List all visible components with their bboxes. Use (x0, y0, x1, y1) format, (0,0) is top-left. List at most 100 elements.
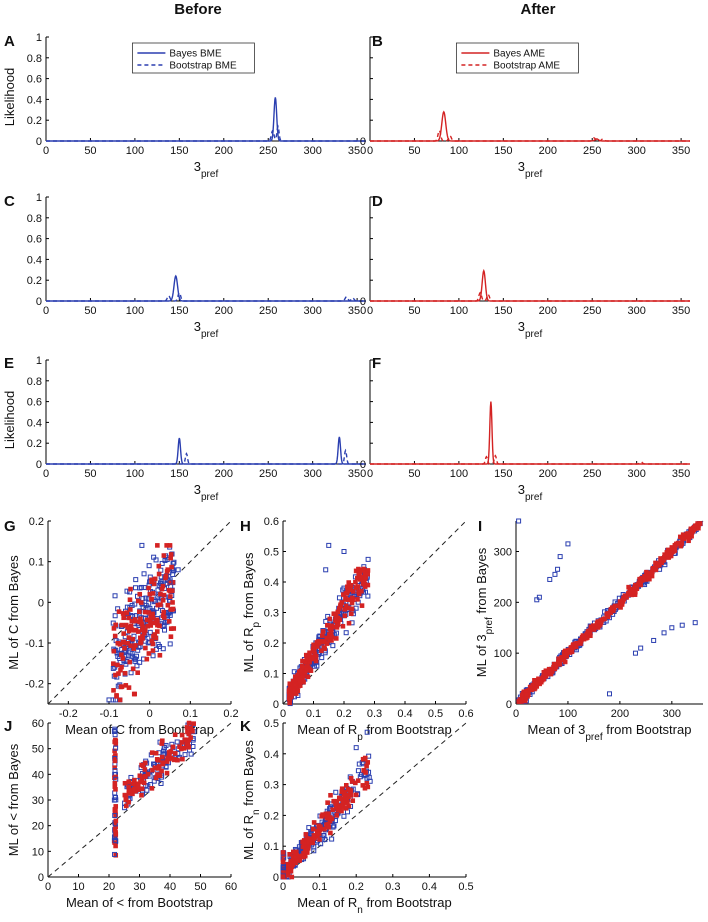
point-red (151, 581, 157, 587)
point-red (160, 597, 166, 603)
identity-line (282, 722, 467, 878)
panel-c: C0 50 100 150 200 250 300 35000.20.40.60.813pre… (4, 192, 366, 340)
x-tick-label: 300 (627, 305, 645, 317)
x-axis-label: 3pref (194, 319, 219, 340)
y-axis-label: Likelihood (2, 391, 17, 450)
x-tick-label: 30 (133, 881, 145, 893)
point-red (516, 699, 522, 704)
point-red (121, 615, 126, 621)
x-axis-label: 3pref (518, 159, 543, 180)
point-red (155, 629, 160, 634)
point-red (113, 852, 119, 858)
x-tick-label: 300 (303, 145, 321, 157)
panel-letter-b: B (372, 33, 383, 50)
point-red (138, 616, 143, 622)
point-red (298, 668, 304, 673)
legend (131, 42, 255, 74)
point-red (139, 792, 144, 798)
point-blue (134, 663, 140, 669)
point-red (169, 564, 174, 570)
y-axis-label: ML of 3pref from Bayes (474, 547, 495, 677)
point-red (534, 681, 540, 686)
point-blue (188, 751, 194, 757)
point-red (326, 821, 331, 827)
point-red (342, 613, 348, 619)
x-tick-label: 0 (367, 305, 373, 317)
point-red (358, 574, 364, 580)
point-red (346, 597, 351, 602)
point-red (119, 622, 124, 628)
point-blue (139, 542, 145, 548)
point-blue (112, 728, 118, 734)
point-red (113, 753, 118, 758)
y-tick-label: 100 (494, 648, 512, 660)
point-blue (112, 613, 118, 619)
point-red (112, 758, 118, 764)
x-tick-label: 50 (408, 468, 420, 480)
x-tick-label: 100 (126, 305, 144, 317)
point-blue (146, 600, 152, 606)
point-red (343, 591, 349, 596)
point-blue (112, 593, 118, 599)
point-red (164, 770, 170, 776)
point-red (685, 531, 691, 536)
x-tick-label: 0 (367, 468, 373, 480)
point-red (170, 600, 175, 605)
point-red (117, 642, 123, 647)
point-red (596, 623, 602, 629)
point-red (287, 852, 292, 857)
point-red (297, 679, 302, 684)
point-red (168, 634, 174, 639)
point-red (149, 786, 155, 791)
point-red (112, 748, 117, 754)
x-tick-label: 350 (672, 145, 690, 157)
y-tick-label: 0.3 (264, 780, 279, 792)
point-red (153, 635, 159, 641)
point-red (305, 674, 311, 680)
point-red (623, 594, 629, 600)
point-blue (557, 554, 563, 560)
x-axis-label: Mean of Rp from Bootstrap (297, 722, 451, 743)
point-red (112, 633, 118, 639)
point-blue (144, 787, 150, 793)
point-red (121, 631, 126, 636)
point-red (355, 597, 360, 602)
point-red (353, 579, 358, 585)
title-after: After (520, 1, 555, 18)
point-red (122, 670, 128, 676)
point-red (147, 591, 153, 597)
point-red (126, 799, 131, 805)
point-blue (113, 745, 119, 751)
point-red (307, 650, 312, 656)
point-blue (311, 663, 317, 669)
point-red (130, 636, 136, 642)
point-red (141, 780, 147, 786)
x-tick-label: 0.4 (397, 708, 412, 720)
point-red (546, 669, 552, 675)
y-tick-label: 30 (32, 795, 44, 807)
point-red (691, 527, 697, 532)
panel-letter-c: C (4, 193, 15, 210)
y-tick-label: 0.6 (264, 516, 279, 528)
point-red (120, 611, 126, 616)
x-tick-label: 300 (663, 708, 681, 720)
point-red (137, 591, 143, 597)
point-red (128, 643, 133, 648)
point-red (340, 623, 346, 629)
y-tick-label: 0.6 (27, 234, 42, 246)
point-blue (175, 567, 181, 573)
point-red (128, 607, 133, 612)
point-red (327, 815, 333, 820)
point-red (116, 609, 122, 614)
point-red (560, 657, 565, 663)
y-tick-label: 0 (360, 296, 366, 308)
x-tick-label: -0.1 (100, 708, 119, 720)
point-red (188, 735, 193, 740)
point-red (156, 571, 162, 577)
point-red (184, 725, 190, 730)
point-blue (330, 643, 336, 649)
point-red (140, 624, 146, 630)
point-blue (113, 838, 119, 844)
legend (455, 42, 579, 74)
x-axis-label: Mean of Rn from Bootstrap (297, 895, 451, 916)
